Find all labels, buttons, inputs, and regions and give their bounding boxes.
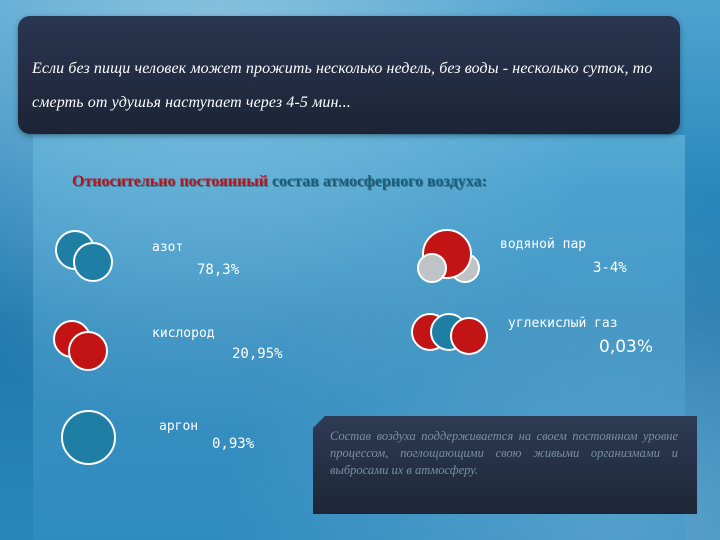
oxygen-label: кислород [152, 326, 215, 341]
nitrogen-label: азот [152, 240, 184, 255]
slide-heading: Относительно постоянный состав атмосферн… [72, 173, 487, 191]
water-vapour-value: 3-4% [593, 260, 627, 276]
oxygen-value: 20,95% [232, 346, 283, 362]
nitrogen-value: 78,3% [197, 262, 240, 278]
argon-value: 0,93% [212, 436, 255, 452]
note-text: Состав воздуха поддерживается на своем п… [330, 429, 678, 477]
water-vapour-label: водяной пар [500, 237, 587, 252]
intro-banner: Если без пищи человек может прожить неск… [18, 16, 680, 134]
note-box: Состав воздуха поддерживается на своем п… [313, 416, 697, 514]
heading-part-2: состав атмосферного воздуха: [267, 173, 487, 190]
intro-text: Если без пищи человек может прожить неск… [32, 60, 653, 111]
heading-part-1: Относительно постоянный [72, 173, 268, 190]
carbon-dioxide-value: 0,03% [599, 337, 654, 357]
carbon-dioxide-label: углекислый газ [508, 316, 618, 331]
argon-label: аргон [159, 419, 199, 434]
